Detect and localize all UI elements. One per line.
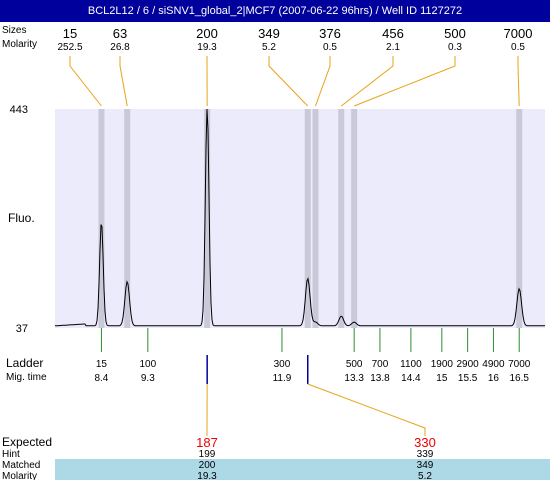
peak-leader-line (517, 56, 520, 107)
peak-size-label: 15 (63, 26, 77, 41)
peak-leader-line (315, 56, 331, 107)
hint-size-label: 339 (417, 449, 434, 460)
peak-molarity-label: 19.3 (197, 42, 217, 53)
matched-molarity-band (55, 459, 550, 480)
peak-molarity-label: 2.1 (386, 42, 400, 53)
ladder-time-label: 13.8 (370, 373, 390, 384)
ladder-size-label: 2900 (457, 359, 480, 370)
fluorescence-trace (55, 108, 545, 327)
peak-molarity-label: 0.5 (511, 42, 525, 53)
peak-band-3 (304, 109, 311, 328)
molarity-bottom-row-label: Molarity (2, 471, 37, 480)
expected-row-label: Expected (2, 435, 52, 449)
ladder-time-label: 15.5 (458, 373, 478, 384)
ladder-size-label: 4900 (482, 359, 505, 370)
peak-leader-line (353, 56, 456, 107)
hint-size-label: 199 (199, 449, 216, 460)
ladder-size-label: 700 (372, 359, 389, 370)
peak-leader-line (119, 56, 128, 107)
peak-size-label: 376 (319, 26, 341, 41)
ladder-row-label: Ladder (6, 356, 43, 370)
ladder-time-label: 14.4 (401, 373, 421, 384)
peak-band-5 (338, 109, 345, 328)
peak-leader-line (268, 56, 309, 107)
peak-size-label: 7000 (504, 26, 533, 41)
ladder-time-label: 8.4 (94, 373, 108, 384)
ladder-time-label: 11.9 (273, 373, 292, 384)
ladder-size-label: 1100 (400, 359, 422, 370)
peak-size-label: 63 (113, 26, 127, 41)
peak-leader-line (69, 56, 102, 107)
peak-band-6 (351, 109, 358, 328)
ladder-size-label: 300 (274, 359, 291, 370)
mig-time-row-label: Mig. time (6, 372, 47, 383)
molarity-row-label: Molarity (2, 39, 37, 50)
sizes-row-label: Sizes (2, 25, 26, 36)
y-tick-min: 37 (16, 323, 28, 335)
ladder-size-label: 1900 (431, 359, 454, 370)
ladder-size-label: 500 (346, 359, 363, 370)
matched-molarity-label: 19.3 (197, 471, 217, 480)
expected-size-label: 187 (196, 435, 218, 450)
peak-molarity-label: 5.2 (262, 42, 276, 53)
plot-area (55, 109, 545, 328)
peak-band-2 (204, 109, 211, 328)
y-axis-label: Fluo. (8, 211, 35, 225)
ladder-time-label: 15 (436, 373, 448, 384)
peak-band-7 (516, 109, 523, 328)
peak-size-label: 349 (258, 26, 280, 41)
peak-band-4 (312, 109, 319, 328)
matched-size-label: 200 (199, 460, 216, 471)
hint-row-label: Hint (2, 449, 20, 460)
peak-molarity-label: 0.3 (448, 42, 462, 53)
peak-leader-line (340, 56, 394, 107)
peak-molarity-label: 0.5 (323, 42, 337, 53)
peak-band-1 (124, 109, 131, 328)
peak-band-0 (98, 109, 105, 328)
ladder-size-label: 15 (96, 359, 108, 370)
peak-size-label: 500 (444, 26, 466, 41)
matched-molarity-label: 5.2 (418, 471, 432, 480)
y-tick-max: 443 (10, 104, 28, 116)
peak-size-label: 456 (382, 26, 404, 41)
ladder-time-label: 13.3 (344, 373, 364, 384)
window-title: BCL2L12 / 6 / siSNV1_global_2|MCF7 (2007… (0, 0, 550, 22)
matched-row-label: Matched (2, 460, 40, 471)
peak-molarity-label: 26.8 (110, 42, 130, 53)
matched-size-label: 349 (417, 460, 434, 471)
ladder-time-label: 16 (488, 373, 500, 384)
ladder-time-label: 9.3 (141, 373, 155, 384)
ladder-size-label: 7000 (508, 359, 531, 370)
peak-size-label: 200 (196, 26, 218, 41)
expected-leader-line (307, 383, 426, 436)
ladder-size-label: 100 (139, 359, 156, 370)
expected-size-label: 330 (414, 435, 436, 450)
ladder-time-label: 16.5 (509, 373, 529, 384)
peak-molarity-label: 252.5 (57, 42, 82, 53)
